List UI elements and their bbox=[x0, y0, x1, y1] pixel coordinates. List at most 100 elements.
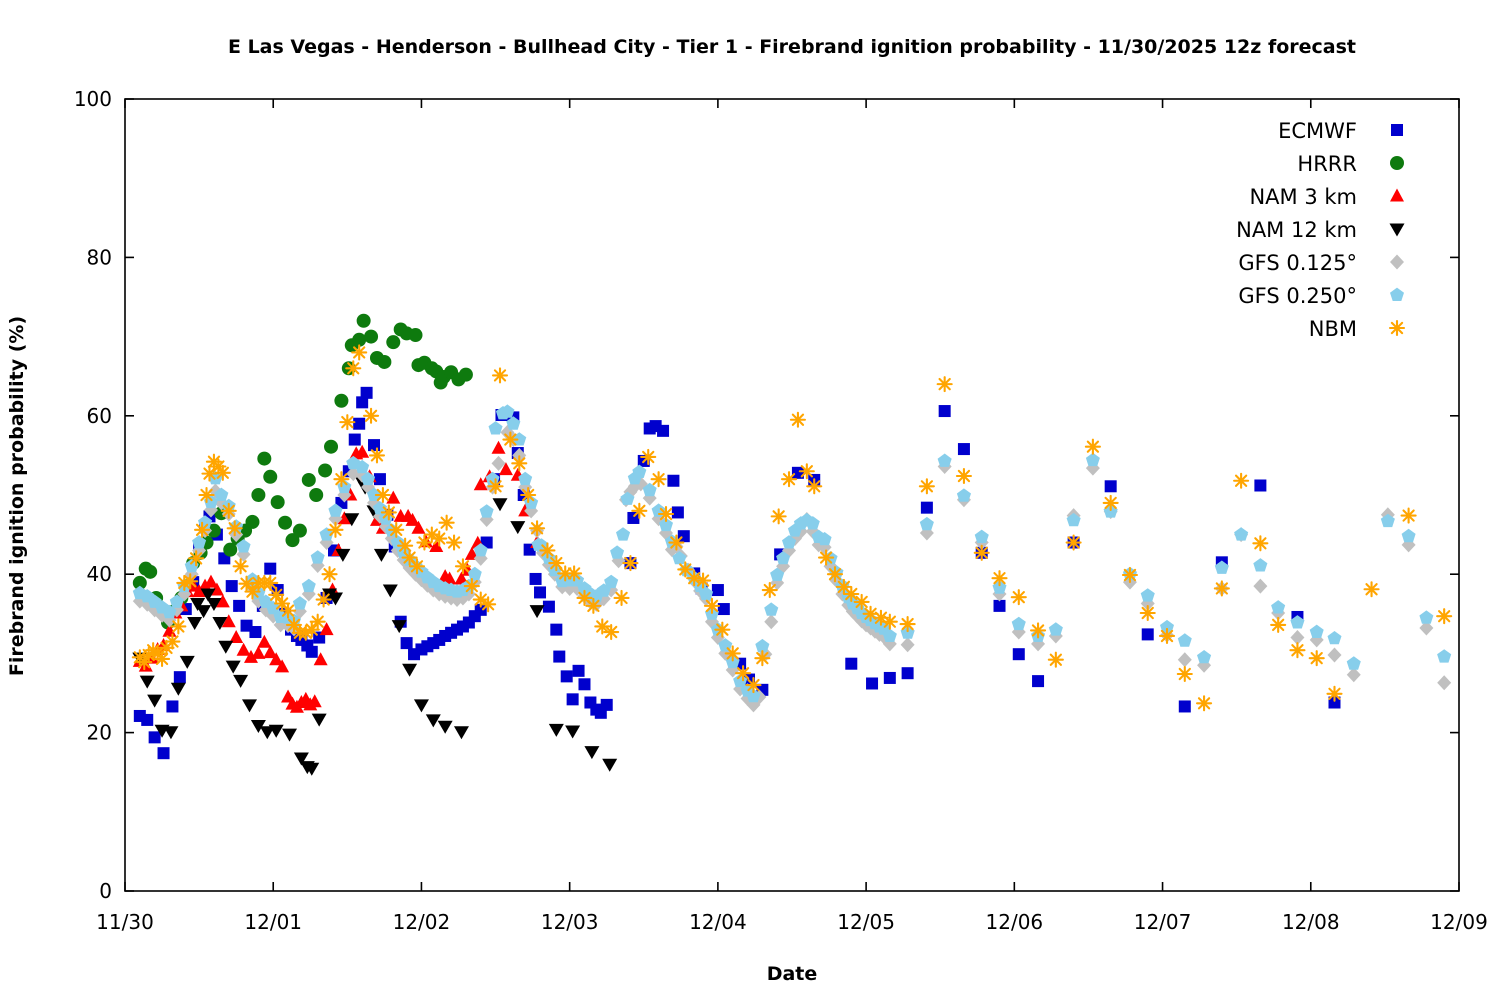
data-point-gfs-0-250- bbox=[746, 688, 761, 703]
data-point-gfs-0-125- bbox=[900, 637, 915, 653]
data-point-ecmwf bbox=[264, 562, 277, 575]
data-point-ecmwf bbox=[368, 439, 381, 452]
data-point-nbm bbox=[201, 465, 218, 482]
data-point-gfs-0-250- bbox=[328, 503, 343, 517]
data-point-nbm bbox=[309, 613, 326, 630]
data-point-nam-12-km bbox=[218, 640, 234, 654]
data-point-gfs-0-250- bbox=[1290, 615, 1305, 629]
x-tick-label: 12/04 bbox=[689, 910, 747, 934]
legend-marker-gfs-0-125- bbox=[1390, 254, 1404, 270]
x-tick-label: 12/03 bbox=[541, 910, 599, 934]
data-point-ecmwf bbox=[1254, 479, 1267, 492]
data-point-ecmwf bbox=[148, 731, 161, 744]
x-tick-label: 12/05 bbox=[837, 910, 895, 934]
data-point-nam-12-km bbox=[242, 699, 258, 713]
data-point-gfs-0-125- bbox=[1419, 620, 1434, 636]
data-point-gfs-0-250- bbox=[1437, 649, 1452, 663]
data-point-nam-12-km bbox=[584, 746, 600, 760]
data-point-nbm bbox=[511, 455, 528, 472]
x-tick-label: 12/09 bbox=[1430, 910, 1488, 934]
data-point-ecmwf bbox=[578, 678, 591, 691]
data-point-nbm bbox=[881, 613, 898, 630]
data-point-nbm bbox=[1158, 627, 1176, 645]
data-point-hrrr bbox=[285, 533, 300, 548]
data-point-gfs-0-250- bbox=[937, 453, 952, 467]
data-point-nbm bbox=[1326, 685, 1343, 702]
data-point-nbm bbox=[463, 578, 480, 595]
data-point-ecmwf bbox=[711, 584, 724, 597]
data-point-nam-3-km bbox=[473, 477, 488, 491]
data-point-gfs-0-250- bbox=[292, 596, 307, 610]
data-point-gfs-0-250- bbox=[1234, 527, 1249, 541]
data-point-gfs-0-250- bbox=[817, 532, 832, 546]
data-point-nbm bbox=[668, 534, 685, 551]
data-point-nbm bbox=[1010, 589, 1027, 606]
data-point-nam-12-km bbox=[437, 720, 453, 734]
data-point-gfs-0-250- bbox=[310, 550, 325, 564]
data-point-nam-3-km bbox=[263, 645, 278, 659]
data-point-nbm bbox=[244, 583, 261, 600]
data-point-ecmwf bbox=[1032, 675, 1045, 688]
data-point-ecmwf bbox=[901, 667, 914, 680]
data-point-ecmwf bbox=[529, 572, 542, 585]
data-point-nam-12-km bbox=[163, 726, 179, 740]
data-point-nam-12-km bbox=[233, 674, 249, 688]
data-point-nbm bbox=[1176, 665, 1193, 683]
data-point-gfs-0-250- bbox=[1011, 616, 1026, 631]
data-point-nam-12-km bbox=[225, 660, 241, 674]
data-point-nbm bbox=[388, 521, 405, 538]
data-point-hrrr bbox=[132, 575, 147, 590]
data-point-nbm bbox=[480, 596, 497, 613]
data-point-gfs-0-250- bbox=[1066, 512, 1081, 527]
data-point-gfs-0-125- bbox=[1290, 630, 1305, 646]
data-point-gfs-0-250- bbox=[506, 416, 521, 430]
data-point-ecmwf bbox=[671, 506, 684, 519]
data-point-nam-12-km bbox=[327, 592, 343, 606]
data-point-nam-12-km bbox=[268, 724, 284, 738]
data-point-nam-3-km bbox=[269, 652, 284, 666]
data-point-nbm bbox=[327, 521, 344, 538]
data-point-gfs-0-250- bbox=[1253, 558, 1268, 572]
data-point-hrrr bbox=[223, 542, 238, 557]
data-point-ecmwf bbox=[141, 713, 154, 726]
data-point-gfs-0-250- bbox=[1177, 633, 1192, 647]
data-point-gfs-0-250- bbox=[1197, 650, 1212, 664]
data-point-nbm bbox=[397, 537, 414, 554]
data-point-nam-12-km bbox=[293, 752, 309, 766]
data-point-ecmwf bbox=[993, 599, 1006, 612]
data-point-nam-3-km bbox=[257, 634, 272, 648]
data-point-nam-12-km bbox=[139, 675, 155, 689]
data-point-nam-3-km bbox=[203, 574, 218, 588]
data-point-nam-12-km bbox=[565, 725, 581, 739]
y-tick-label: 60 bbox=[87, 404, 112, 428]
data-point-nbm bbox=[164, 633, 181, 650]
data-point-hrrr bbox=[263, 469, 278, 484]
data-point-nbm bbox=[154, 650, 171, 667]
data-point-hrrr bbox=[245, 514, 260, 529]
data-point-nbm bbox=[640, 448, 657, 466]
data-point-ecmwf bbox=[348, 433, 361, 446]
data-point-hrrr bbox=[251, 488, 266, 502]
data-point-nbm bbox=[548, 555, 565, 572]
plot-border bbox=[124, 98, 1460, 892]
data-point-gfs-0-125- bbox=[1177, 652, 1192, 668]
y-tick-label: 40 bbox=[87, 562, 112, 586]
data-point-ecmwf bbox=[866, 677, 879, 690]
data-point-nam-3-km bbox=[442, 571, 457, 585]
data-point-gfs-0-250- bbox=[479, 504, 494, 518]
data-point-ecmwf bbox=[157, 747, 170, 760]
data-point-ecmwf bbox=[356, 396, 369, 409]
y-tick-label: 80 bbox=[87, 245, 112, 269]
legend-marker-gfs-0-250- bbox=[1390, 287, 1404, 301]
x-tick-label: 12/01 bbox=[244, 910, 302, 934]
data-point-nam-3-km bbox=[243, 649, 258, 663]
chart-title: E Las Vegas - Henderson - Bullhead City … bbox=[227, 36, 1357, 58]
data-point-nbm bbox=[1308, 650, 1325, 667]
y-axis-label: Firebrand ignition probability (%) bbox=[6, 315, 28, 677]
data-point-ecmwf bbox=[166, 700, 179, 713]
data-point-nbm bbox=[226, 520, 243, 537]
data-point-ecmwf bbox=[883, 671, 896, 684]
data-point-ecmwf bbox=[667, 474, 680, 487]
data-point-nam-3-km bbox=[229, 630, 244, 644]
